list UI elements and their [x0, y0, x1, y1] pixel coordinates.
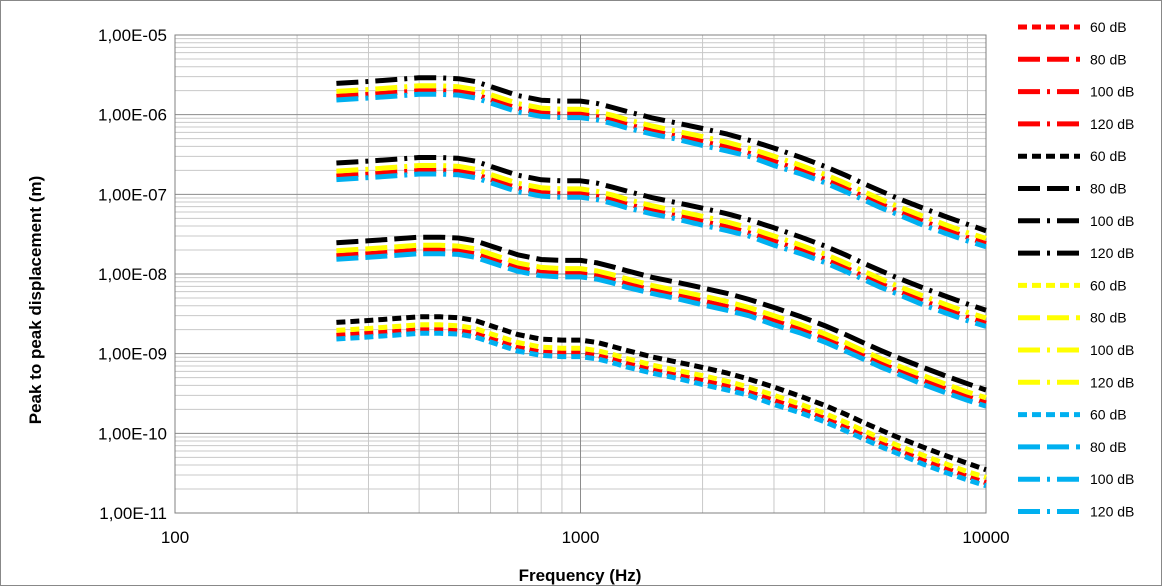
series-line — [336, 75, 987, 234]
legend-label: 80 dB — [1090, 51, 1127, 67]
series-line — [336, 327, 987, 486]
legend-label: 120 dB — [1090, 116, 1134, 132]
plot-area-frame — [174, 34, 987, 514]
legend-label: 60 dB — [1090, 407, 1127, 423]
legend-label: 120 dB — [1090, 374, 1134, 390]
series-line — [336, 251, 987, 409]
legend-label: 100 dB — [1090, 471, 1134, 487]
series-line — [336, 163, 987, 321]
legend-label: 60 dB — [1090, 148, 1127, 164]
legend-label: 100 dB — [1090, 342, 1134, 358]
legend-label: 100 dB — [1090, 84, 1134, 100]
series-line — [336, 167, 987, 326]
legend-label: 120 dB — [1090, 245, 1134, 261]
legend-label: 100 dB — [1090, 213, 1134, 229]
x-axis-tick-labels: 100 1000 10000 — [161, 528, 1010, 547]
series-line — [336, 247, 987, 406]
series-line — [336, 242, 987, 401]
y-axis-title: Peak to peak displacement (m) — [26, 176, 45, 424]
y-tick-label: 1,00E-08 — [98, 265, 167, 284]
x-tick-label: 100 — [161, 528, 189, 547]
series-line — [336, 91, 987, 250]
legend-label: 120 dB — [1090, 504, 1134, 520]
series-line — [336, 155, 987, 313]
legend-label: 80 dB — [1090, 439, 1127, 455]
series-line — [336, 171, 987, 329]
y-tick-label: 1,00E-09 — [98, 345, 167, 364]
series-line — [336, 234, 987, 393]
series-layer — [336, 75, 987, 489]
y-tick-label: 1,00E-07 — [98, 185, 167, 204]
legend-label: 80 dB — [1090, 310, 1127, 326]
legend: 60 dB 80 dB 100 dB 120 dB 60 dB 80 dB 100 dB 12… — [1018, 19, 1134, 520]
y-axis-tick-labels: 1,00E-11 1,00E-10 1,00E-09 1,00E-08 1,00E-07… — [98, 26, 167, 523]
x-tick-label: 1000 — [562, 528, 600, 547]
series-line — [336, 322, 987, 480]
y-tick-label: 1,00E-06 — [98, 106, 167, 125]
legend-label: 80 dB — [1090, 181, 1127, 197]
y-tick-label: 1,00E-05 — [98, 26, 167, 45]
y-tick-label: 1,00E-11 — [99, 504, 167, 523]
series-line — [336, 330, 987, 489]
legend-label: 60 dB — [1090, 277, 1127, 293]
x-axis-title: Frequency (Hz) — [519, 566, 642, 585]
series-line — [336, 88, 987, 247]
series-line — [336, 83, 987, 241]
y-tick-label: 1,00E-10 — [98, 424, 167, 443]
x-tick-label: 10000 — [962, 528, 1009, 547]
legend-label: 60 dB — [1090, 19, 1127, 35]
series-line — [336, 314, 987, 473]
